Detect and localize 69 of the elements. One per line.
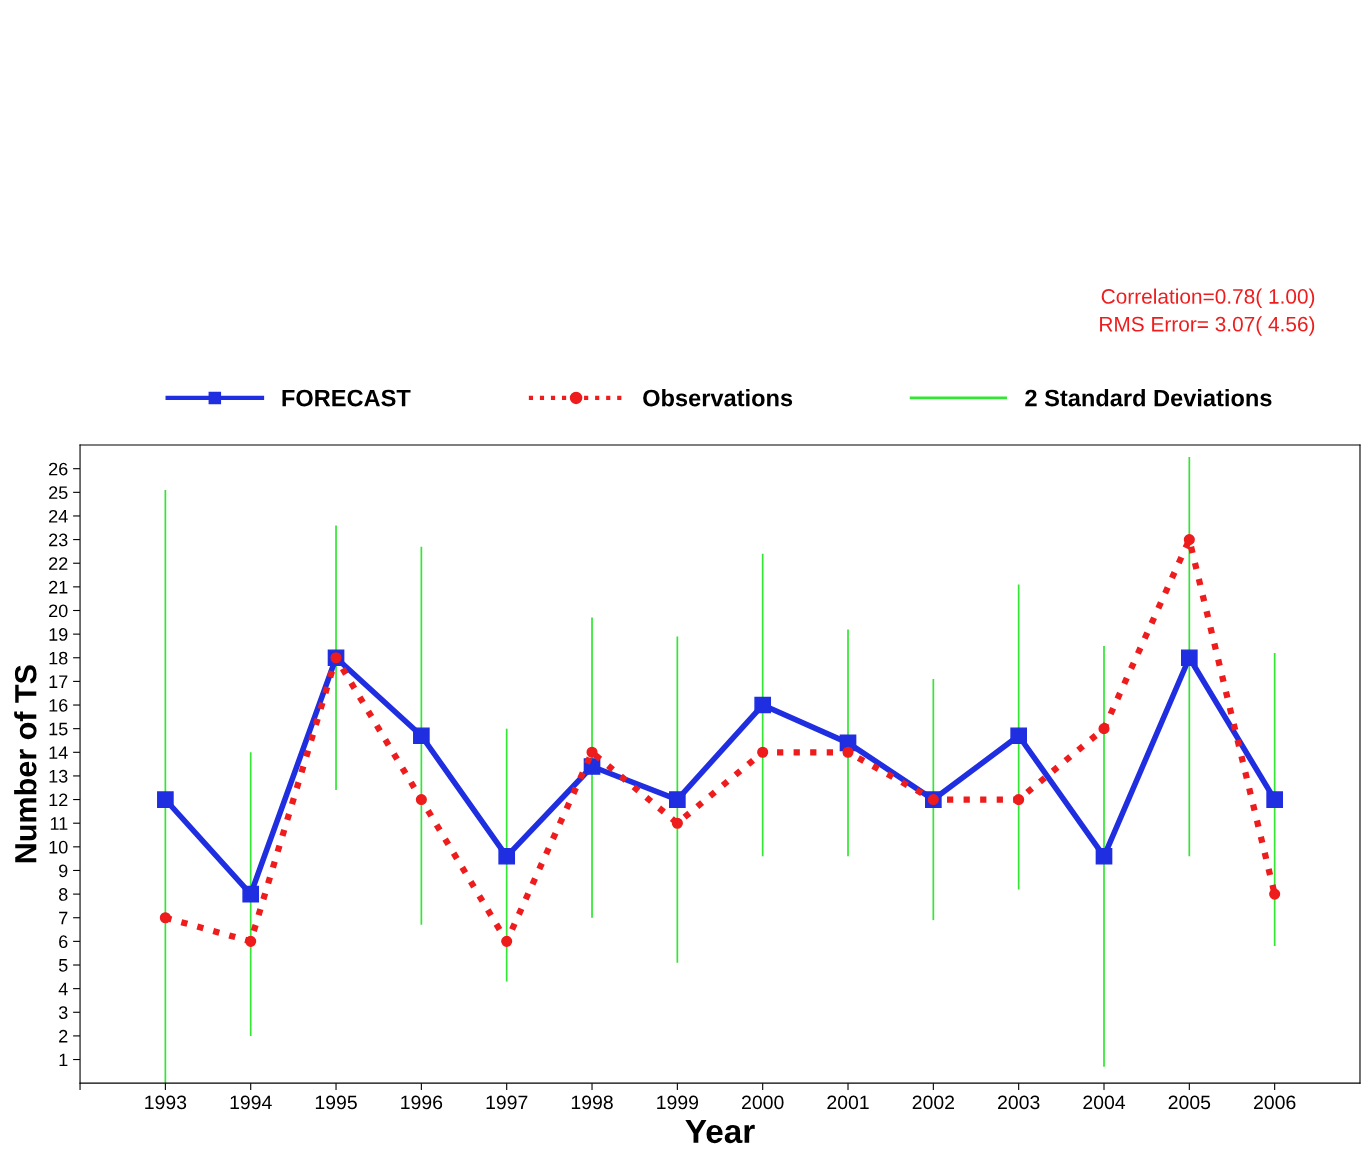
text: Correlation=0.78( 1.00) <box>1101 288 1315 308</box>
point <box>586 746 598 758</box>
y-tick-label: 17 <box>49 675 68 688</box>
point <box>671 817 683 829</box>
point <box>157 791 174 808</box>
x-tick-label: 1995 <box>315 1095 357 1110</box>
point <box>498 847 516 865</box>
point <box>413 727 430 745</box>
y-tick-label: 26 <box>49 462 68 476</box>
legend-label: FORECAST <box>282 389 411 407</box>
point <box>757 746 769 758</box>
x-tick-label: 1994 <box>230 1095 272 1110</box>
x-tick-label: 2004 <box>1083 1095 1126 1110</box>
y-tick-label: 21 <box>49 580 68 594</box>
y-tick-label: 11 <box>50 817 68 830</box>
point <box>754 696 772 714</box>
y-tick-label: 25 <box>49 486 68 500</box>
x-tick-label: 2001 <box>827 1095 869 1110</box>
y-tick-label: 19 <box>49 628 68 641</box>
y-tick-label: 2 <box>59 1029 68 1043</box>
y-tick-label: 12 <box>49 793 68 807</box>
point <box>1180 649 1198 667</box>
x-tick-label: 1998 <box>571 1095 613 1110</box>
legend-label: Observations <box>643 389 793 407</box>
point <box>1183 534 1195 546</box>
x-tick-label: 2000 <box>742 1095 784 1110</box>
point <box>1013 794 1025 806</box>
point <box>842 746 854 758</box>
y-tick-label: 16 <box>49 698 68 712</box>
point <box>1098 723 1110 735</box>
y-tick-label: 4 <box>58 982 68 996</box>
y-tick-label: 10 <box>49 840 68 854</box>
y-tick-label: 5 <box>58 959 68 972</box>
y-tick-label: 13 <box>49 769 68 783</box>
y-tick-label: 7 <box>59 911 68 925</box>
x-tick-label: 2003 <box>998 1095 1040 1110</box>
point <box>501 935 513 947</box>
x-axis-title: Year <box>685 1119 755 1144</box>
y-tick-label: 22 <box>49 557 68 570</box>
x-tick-label: 2005 <box>1168 1095 1211 1110</box>
y-tick-label: 20 <box>49 604 68 618</box>
y-tick-label: 23 <box>49 533 68 547</box>
point <box>159 912 171 924</box>
y-tick-label: 8 <box>58 888 68 901</box>
y-tick-label: 1 <box>59 1053 68 1067</box>
point <box>245 935 257 947</box>
point <box>242 885 260 903</box>
point <box>415 794 427 806</box>
y-tick-label: 14 <box>49 746 68 759</box>
x-tick-label: 2002 <box>912 1095 954 1110</box>
x-tick-label: 1997 <box>486 1095 528 1110</box>
point <box>1095 847 1113 865</box>
y-tick-label: 3 <box>58 1006 68 1019</box>
y-tick-label: 15 <box>49 722 68 736</box>
y-tick-label: 18 <box>49 651 68 665</box>
point <box>1269 888 1281 900</box>
y-tick-label: 9 <box>59 864 68 878</box>
legend-label: 2 Standard Deviations <box>1025 389 1272 407</box>
y-axis-title: Number of TS <box>14 665 37 863</box>
x-tick-label: 1999 <box>657 1095 699 1110</box>
point <box>669 791 686 808</box>
point <box>1266 791 1283 808</box>
x-tick-label: 2006 <box>1254 1095 1296 1110</box>
y-tick-label: 24 <box>49 509 68 523</box>
y-tick-label: 6 <box>59 935 68 949</box>
text: RMS Error= 3.07( 4.56) <box>1100 316 1315 336</box>
x-tick-label: 1993 <box>145 1095 187 1110</box>
x-tick-label: 1996 <box>401 1095 443 1110</box>
point <box>1010 727 1028 745</box>
